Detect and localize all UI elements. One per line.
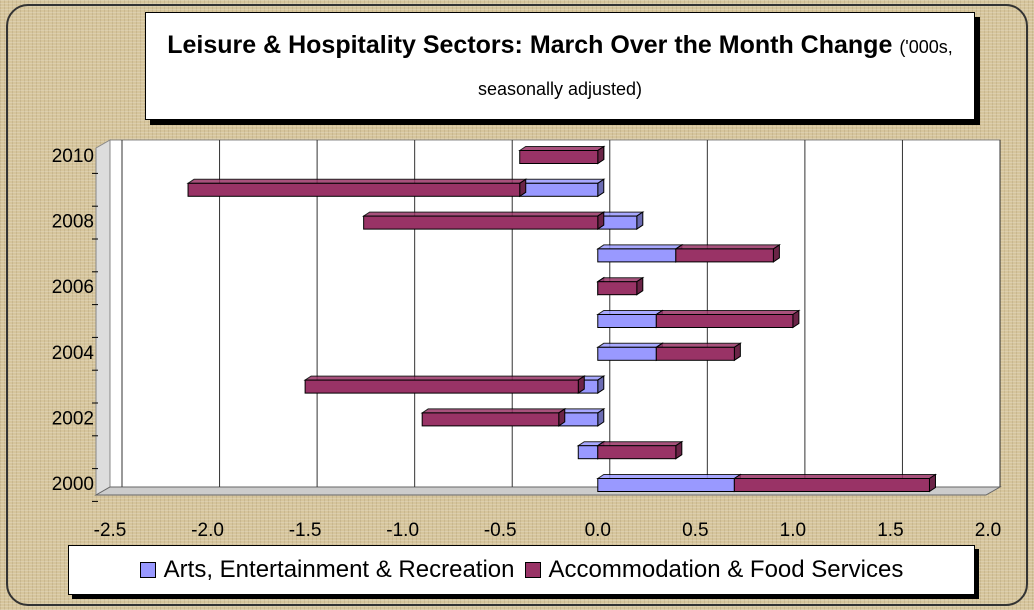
bar-top [596, 277, 645, 283]
bar-top [518, 146, 606, 151]
legend-label: Accommodation & Food Services [548, 556, 904, 583]
bar-top [596, 211, 645, 217]
y-tick-label: 2002 [52, 408, 94, 429]
y-tick-label: 2004 [52, 343, 95, 364]
x-tick-label: -1.0 [386, 520, 419, 540]
bar [519, 150, 599, 164]
bar-top [596, 310, 664, 315]
bar [597, 314, 657, 328]
x-tick-label: -0.5 [484, 520, 517, 540]
bar [597, 281, 638, 296]
legend-swatch [524, 562, 541, 578]
legend: Arts, Entertainment & Recreation Accommod… [68, 545, 975, 595]
bar-top [596, 474, 743, 479]
bar [675, 248, 774, 263]
x-tick-label: -1.5 [289, 520, 322, 540]
bar [304, 379, 579, 394]
bar [577, 445, 599, 460]
bar [597, 346, 657, 361]
legend-item: Arts, Entertainment & Recreation [139, 556, 515, 584]
legend-label: Arts, Entertainment & Recreation [163, 556, 515, 583]
bar [597, 248, 677, 263]
bar-top [557, 408, 606, 414]
title-box: Leisure & Hospitality Sectors: March Ove… [145, 12, 975, 120]
x-tick-label: 0.0 [585, 520, 611, 540]
bar [733, 478, 930, 492]
bar-top [186, 178, 528, 184]
bar-top [674, 244, 782, 250]
x-tick-label: -2.0 [191, 520, 224, 540]
y-tick-label: 2000 [52, 474, 94, 495]
y-tick-label: 2008 [52, 212, 94, 233]
chart-title: Leisure & Hospitality Sectors: March Ove… [150, 25, 970, 109]
side-wall [95, 139, 111, 496]
legend-swatch [139, 562, 156, 578]
y-tick-label: 2006 [52, 277, 94, 298]
bar [187, 182, 521, 197]
y-tick-label: 2010 [52, 146, 94, 167]
bar-top [420, 408, 567, 414]
bar-top [596, 342, 664, 348]
bar-top [596, 441, 684, 447]
chart-subtitle: ('000s, seasonally adjusted) [477, 37, 953, 99]
bar-top [654, 342, 743, 348]
bar [655, 346, 735, 361]
x-tick-label: 0.5 [682, 520, 708, 540]
bar [363, 215, 599, 230]
bar-top [732, 474, 938, 479]
x-tick-label: 1.0 [780, 520, 806, 540]
bar-top [303, 375, 586, 381]
bar-top [654, 310, 801, 315]
x-tick-label: -2.5 [94, 520, 127, 540]
legend-item: Accommodation & Food Services [524, 556, 904, 584]
bar-top [361, 211, 606, 217]
x-tick-label: 2.0 [975, 520, 1001, 540]
chart: -2.5 -2.0 -1.5 -1.0 -0.5 0.0 0.5 1.0 1.5 2.0 2000 2… [52, 139, 1002, 540]
bar-top [518, 178, 606, 184]
x-tick-label: 1.5 [877, 520, 903, 540]
bar [655, 314, 794, 328]
bar [519, 182, 599, 197]
bar-top [596, 244, 684, 250]
panel [6, 4, 1028, 606]
bar [597, 478, 735, 492]
bar [597, 445, 677, 460]
bar [421, 412, 560, 427]
title-text: Leisure & Hospitality Sectors: March Ove… [167, 31, 893, 59]
